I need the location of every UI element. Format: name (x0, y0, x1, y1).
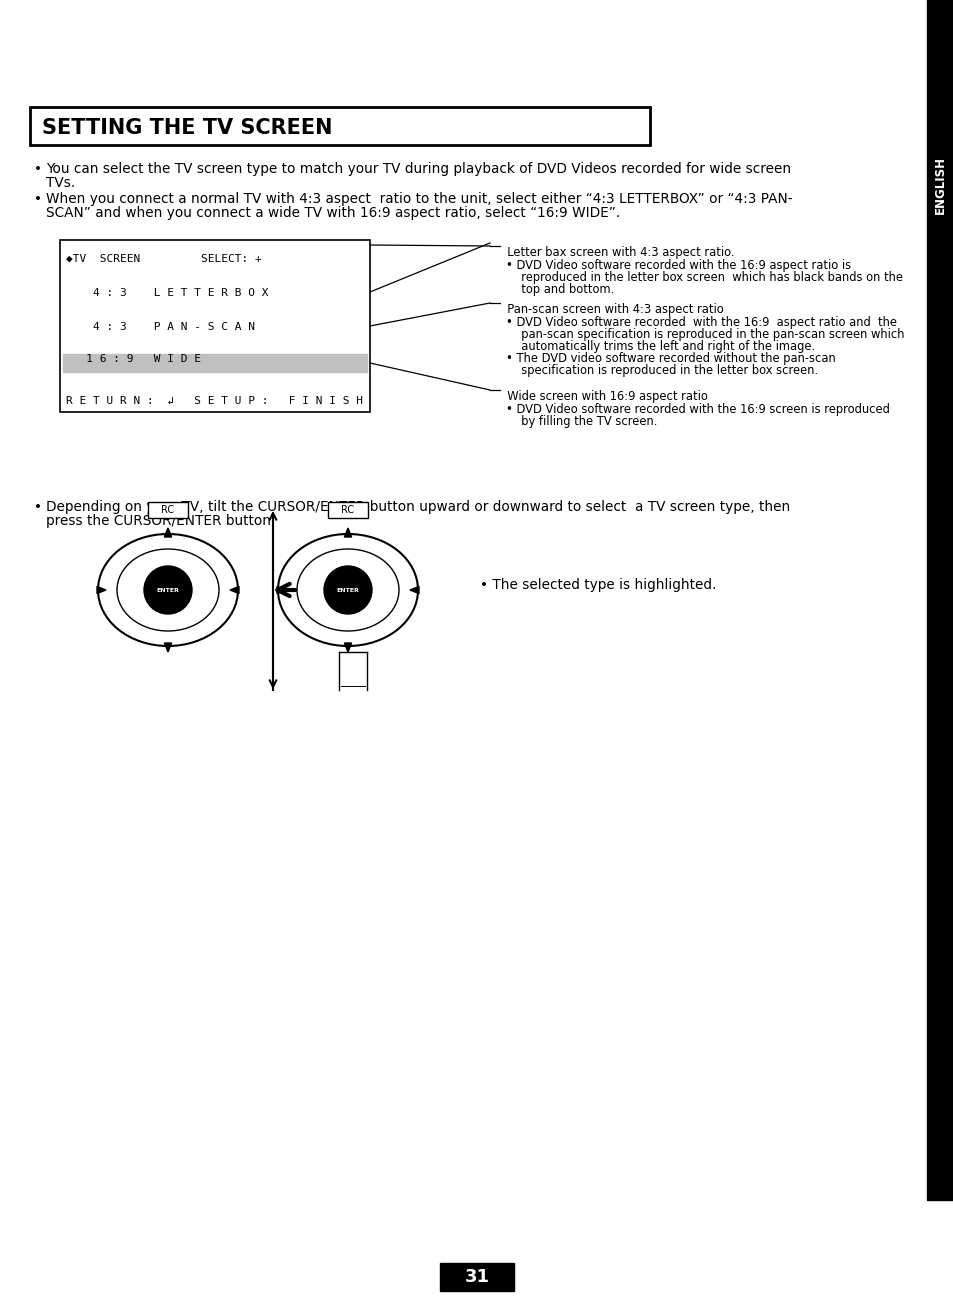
Bar (439, 1263, 514, 1291)
Polygon shape (344, 643, 352, 652)
Text: by filling the TV screen.: by filling the TV screen. (514, 416, 657, 427)
Polygon shape (164, 528, 172, 537)
Bar (30, 107, 649, 145)
Bar (60, 240, 370, 412)
Polygon shape (164, 643, 172, 652)
Text: SCAN” and when you connect a wide TV with 16:9 aspect ratio, select “16:9 WIDE”.: SCAN” and when you connect a wide TV wit… (46, 207, 619, 220)
Text: •: • (34, 162, 42, 176)
Text: specification is reproduced in the letter box screen.: specification is reproduced in the lette… (514, 365, 818, 376)
Text: 4 : 3    L E T T E R B O X: 4 : 3 L E T T E R B O X (66, 288, 268, 298)
Polygon shape (410, 587, 418, 593)
Text: top and bottom.: top and bottom. (514, 284, 614, 295)
Polygon shape (97, 587, 106, 593)
Circle shape (144, 566, 192, 614)
Text: 1 6 : 9   W I D E: 1 6 : 9 W I D E (66, 354, 201, 365)
Bar (63, 354, 367, 372)
Text: RC: RC (341, 505, 355, 515)
Bar (328, 502, 368, 518)
Text: press the CURSOR/ENTER button.: press the CURSOR/ENTER button. (46, 514, 275, 528)
Text: When you connect a normal TV with 4:3 aspect  ratio to the unit, select either “: When you connect a normal TV with 4:3 as… (46, 192, 792, 207)
Text: ENTER: ENTER (336, 588, 359, 592)
Ellipse shape (296, 549, 398, 631)
Text: Letter bax screen with 4:3 aspect ratio.: Letter bax screen with 4:3 aspect ratio. (499, 246, 734, 259)
Polygon shape (344, 528, 352, 537)
Text: R E T U R N :  ↲   S E T U P :   F I N I S H: R E T U R N : ↲ S E T U P : F I N I S H (66, 396, 363, 406)
Ellipse shape (98, 535, 237, 646)
Text: • DVD Video software recorded with the 16:9 aspect ratio is: • DVD Video software recorded with the 1… (505, 259, 850, 272)
Text: pan-scan specification is reproduced in the pan-scan screen which: pan-scan specification is reproduced in … (514, 328, 903, 341)
Text: ENGLISH: ENGLISH (933, 156, 945, 214)
Text: • The DVD video software recorded without the pan-scan: • The DVD video software recorded withou… (505, 352, 835, 365)
Text: ◆TV  SCREEN         SELECT: +: ◆TV SCREEN SELECT: + (66, 254, 261, 264)
Text: 31: 31 (464, 1268, 489, 1286)
Ellipse shape (338, 684, 367, 697)
Text: Pan-scan screen with 4:3 aspect ratio: Pan-scan screen with 4:3 aspect ratio (499, 303, 723, 316)
Text: • DVD Video software recorded  with the 16:9  aspect ratio and  the: • DVD Video software recorded with the 1… (505, 316, 896, 329)
Text: Wide screen with 16:9 aspect ratio: Wide screen with 16:9 aspect ratio (499, 389, 707, 403)
Text: automatically trims the left and right of the image.: automatically trims the left and right o… (514, 340, 814, 353)
Text: ENTER: ENTER (156, 588, 179, 592)
Ellipse shape (277, 535, 417, 646)
Text: RC: RC (161, 505, 174, 515)
Ellipse shape (117, 549, 219, 631)
Circle shape (324, 566, 372, 614)
Text: • DVD Video software recorded with the 16:9 screen is reproduced: • DVD Video software recorded with the 1… (505, 403, 889, 416)
Text: SETTING THE TV SCREEN: SETTING THE TV SCREEN (42, 118, 333, 139)
Text: •: • (34, 501, 42, 514)
Text: reproduced in the letter box screen  which has black bands on the: reproduced in the letter box screen whic… (514, 271, 902, 284)
Bar (338, 652, 367, 690)
Text: You can select the TV screen type to match your TV during playback of DVD Videos: You can select the TV screen type to mat… (46, 162, 790, 176)
Text: • The selected type is highlighted.: • The selected type is highlighted. (479, 578, 716, 592)
Polygon shape (230, 587, 239, 593)
Text: 4 : 3    P A N - S C A N: 4 : 3 P A N - S C A N (66, 322, 254, 332)
Text: •: • (34, 192, 42, 207)
Polygon shape (276, 587, 286, 593)
Bar (148, 502, 188, 518)
Text: Depending on your TV, tilt the CURSOR/ENTER button upward or downward to select : Depending on your TV, tilt the CURSOR/EN… (46, 501, 789, 514)
Text: TVs.: TVs. (46, 176, 75, 190)
Bar (926, 0, 953, 1200)
